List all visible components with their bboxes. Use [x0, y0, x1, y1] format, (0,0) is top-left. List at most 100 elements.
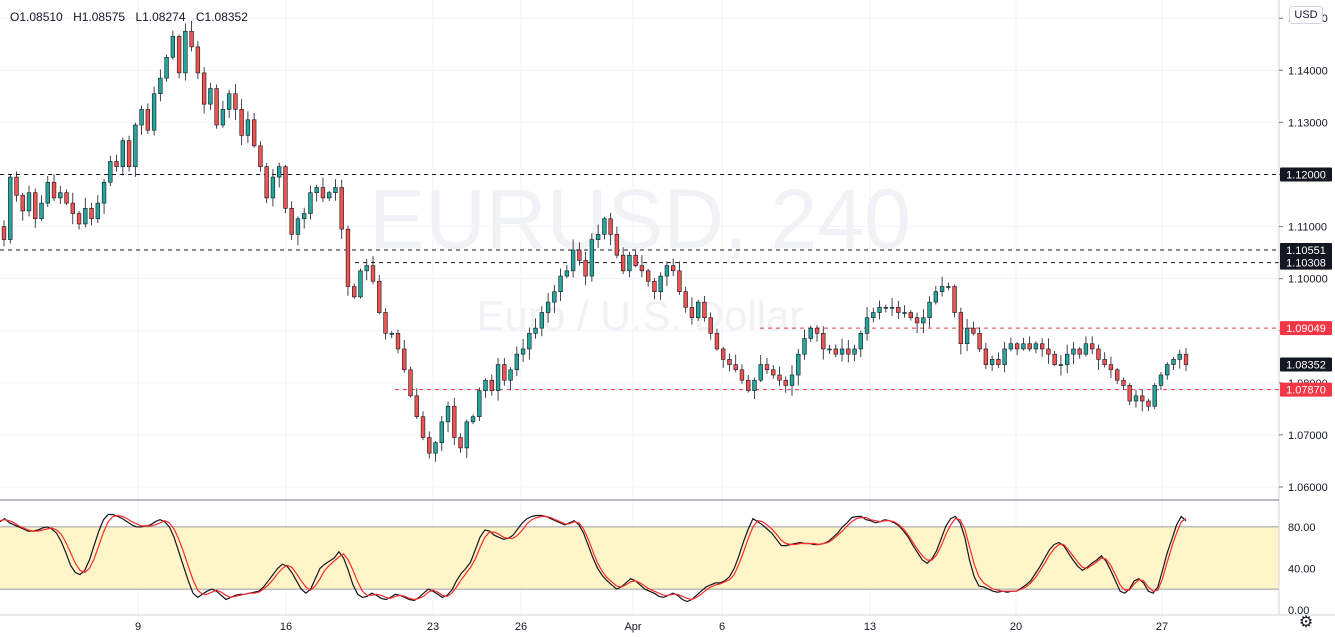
- candle-body: [508, 369, 513, 381]
- price-label-text: 1.12000: [1286, 169, 1326, 181]
- candle: [577, 242, 582, 266]
- candle-body: [189, 30, 194, 48]
- candle-body: [746, 379, 751, 391]
- candle-body: [764, 364, 770, 371]
- candle: [402, 339, 407, 373]
- candle-body: [921, 317, 926, 324]
- price-label-text: 1.10308: [1286, 258, 1326, 270]
- candle: [514, 346, 520, 377]
- candle-body: [602, 218, 607, 235]
- price-tick-label: 1.11000: [1288, 222, 1327, 234]
- candle-body: [539, 312, 545, 329]
- candle-body: [1046, 348, 1051, 355]
- candle-body: [1152, 385, 1157, 407]
- candle: [927, 296, 932, 328]
- candle-body: [1052, 353, 1057, 365]
- candle: [570, 239, 576, 278]
- candle-body: [39, 202, 44, 220]
- price-label: 1.12000: [1280, 167, 1332, 182]
- candle-body: [495, 364, 501, 391]
- candle-body: [589, 239, 595, 277]
- candle: [314, 184, 319, 202]
- candle: [871, 307, 876, 323]
- candle-body: [645, 270, 651, 282]
- candle-body: [76, 213, 82, 225]
- candle-body: [1058, 364, 1064, 366]
- candle-body: [427, 437, 432, 454]
- candle-body: [458, 437, 463, 449]
- currency-button[interactable]: USD: [1289, 6, 1323, 24]
- price-label-text: 1.08352: [1286, 359, 1326, 371]
- candle-body: [339, 187, 344, 230]
- candle-body: [771, 369, 776, 376]
- candle-body: [1096, 348, 1101, 360]
- candle-body: [214, 88, 219, 126]
- candle: [1008, 337, 1014, 352]
- candle-body: [914, 317, 920, 324]
- time-tick-label: 26: [515, 621, 527, 633]
- candle: [276, 162, 282, 188]
- candle: [14, 171, 19, 202]
- candle-body: [545, 301, 551, 313]
- candle-body: [552, 291, 557, 303]
- candle-body: [26, 192, 32, 212]
- candle-body: [83, 208, 88, 225]
- candle-body: [370, 265, 376, 282]
- candle: [583, 251, 588, 285]
- candle: [364, 259, 369, 281]
- price-label-text: 1.07870: [1286, 385, 1326, 397]
- candle-body: [208, 88, 213, 105]
- candle: [933, 285, 939, 305]
- candle: [45, 176, 50, 207]
- candle: [389, 331, 394, 339]
- candle-body: [933, 291, 939, 303]
- candle-body: [570, 249, 576, 272]
- low-value: L1.08274: [135, 10, 186, 24]
- stoch-d-line: [0, 514, 1187, 601]
- candle: [458, 433, 463, 453]
- price-tick-label: 1.07000: [1288, 430, 1328, 442]
- candle: [1183, 348, 1189, 371]
- candle: [408, 366, 413, 398]
- time-tick-label: 9: [135, 621, 141, 633]
- candle: [76, 210, 82, 230]
- candle-body: [758, 364, 763, 381]
- candle: [64, 189, 69, 206]
- candle: [420, 411, 426, 441]
- candle: [289, 201, 294, 241]
- candle: [971, 321, 976, 336]
- candle: [1052, 351, 1057, 367]
- gear-icon[interactable]: ⚙: [1298, 614, 1314, 631]
- candle-body: [871, 312, 876, 319]
- candle-body: [733, 364, 738, 371]
- candle-body: [971, 327, 976, 334]
- candle: [395, 329, 401, 354]
- candle-body: [739, 369, 745, 381]
- candle-body: [158, 77, 163, 95]
- candle-body: [689, 306, 695, 319]
- candle-body: [358, 270, 363, 298]
- candle: [70, 192, 75, 225]
- candle-body: [852, 348, 857, 355]
- candle: [251, 113, 257, 148]
- candle-body: [558, 275, 563, 292]
- candle: [595, 224, 601, 248]
- candle: [658, 272, 663, 301]
- candle-body: [639, 265, 645, 272]
- candle-body: [395, 333, 401, 350]
- candle-body: [1027, 343, 1032, 350]
- candle: [1102, 352, 1107, 368]
- candle-body: [420, 416, 426, 438]
- candle: [101, 179, 107, 214]
- candle: [552, 284, 557, 313]
- candle: [808, 325, 813, 343]
- candle: [1077, 347, 1082, 359]
- candle-body: [126, 140, 132, 167]
- candle: [520, 338, 526, 363]
- price-label-bg: [1280, 242, 1332, 257]
- candle-body: [652, 280, 657, 292]
- candle: [652, 277, 657, 300]
- candle-body: [1127, 385, 1132, 402]
- candle-body: [614, 234, 620, 256]
